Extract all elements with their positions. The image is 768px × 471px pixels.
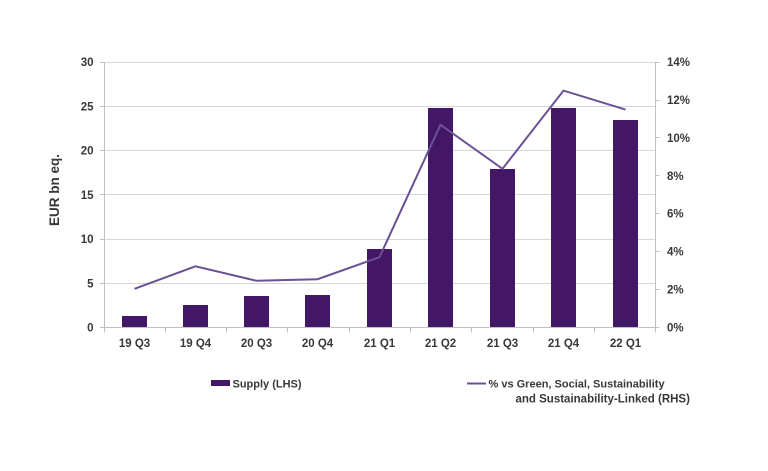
svg-text:12%: 12% <box>667 95 690 107</box>
svg-text:Supply (LHS): Supply (LHS) <box>233 379 302 391</box>
svg-text:14%: 14% <box>667 57 690 69</box>
svg-text:19 Q4: 19 Q4 <box>180 338 212 350</box>
svg-text:10%: 10% <box>667 133 690 145</box>
svg-text:21 Q3: 21 Q3 <box>487 338 518 350</box>
svg-text:5: 5 <box>87 278 94 290</box>
svg-text:6%: 6% <box>667 209 684 221</box>
svg-text:25: 25 <box>81 101 94 113</box>
svg-text:15: 15 <box>81 190 94 202</box>
svg-text:20: 20 <box>81 146 94 158</box>
svg-text:21 Q1: 21 Q1 <box>364 338 396 350</box>
svg-text:20 Q3: 20 Q3 <box>241 338 272 350</box>
svg-text:0: 0 <box>87 323 93 335</box>
svg-text:10: 10 <box>81 234 94 246</box>
svg-text:4%: 4% <box>667 247 684 259</box>
svg-text:21 Q4: 21 Q4 <box>548 338 580 350</box>
svg-text:EUR bn eq.: EUR bn eq. <box>47 154 62 226</box>
svg-text:19 Q3: 19 Q3 <box>119 338 150 350</box>
svg-text:2%: 2% <box>667 285 684 297</box>
svg-text:and Sustainability-Linked (RHS: and Sustainability-Linked (RHS) <box>516 394 691 406</box>
svg-text:20 Q4: 20 Q4 <box>302 338 334 350</box>
svg-text:0%: 0% <box>667 323 684 335</box>
svg-text:30: 30 <box>81 57 94 69</box>
svg-text:22 Q1: 22 Q1 <box>610 338 642 350</box>
svg-text:% vs Green, Social, Sustainabi: % vs Green, Social, Sustainability <box>489 379 666 391</box>
svg-text:8%: 8% <box>667 171 684 183</box>
svg-text:21 Q2: 21 Q2 <box>425 338 456 350</box>
